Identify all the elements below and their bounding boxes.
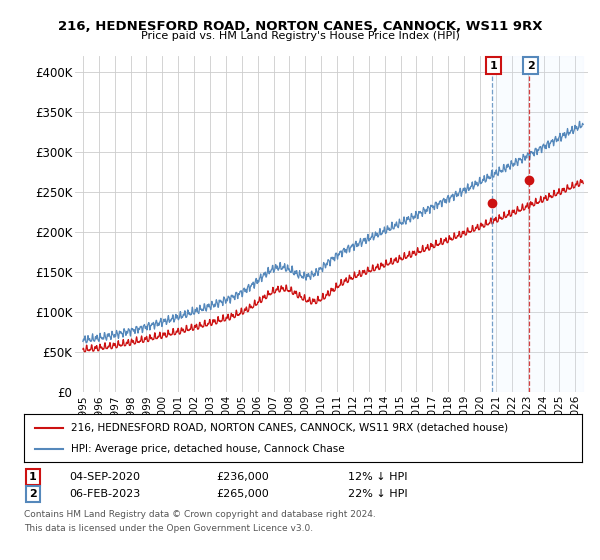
Text: Price paid vs. HM Land Registry's House Price Index (HPI): Price paid vs. HM Land Registry's House …	[140, 31, 460, 41]
Text: 2: 2	[527, 60, 535, 71]
Text: 2: 2	[29, 489, 37, 499]
Text: HPI: Average price, detached house, Cannock Chase: HPI: Average price, detached house, Cann…	[71, 444, 345, 454]
Text: 216, HEDNESFORD ROAD, NORTON CANES, CANNOCK, WS11 9RX (detached house): 216, HEDNESFORD ROAD, NORTON CANES, CANN…	[71, 423, 509, 433]
Text: Contains HM Land Registry data © Crown copyright and database right 2024.
This d: Contains HM Land Registry data © Crown c…	[24, 511, 376, 533]
Text: 216, HEDNESFORD ROAD, NORTON CANES, CANNOCK, WS11 9RX: 216, HEDNESFORD ROAD, NORTON CANES, CANN…	[58, 20, 542, 32]
Text: 1: 1	[490, 60, 497, 71]
Text: 12% ↓ HPI: 12% ↓ HPI	[348, 472, 407, 482]
Text: £236,000: £236,000	[216, 472, 269, 482]
Text: 1: 1	[29, 472, 37, 482]
Text: 04-SEP-2020: 04-SEP-2020	[69, 472, 140, 482]
Text: 06-FEB-2023: 06-FEB-2023	[69, 489, 140, 499]
Text: 22% ↓ HPI: 22% ↓ HPI	[348, 489, 407, 499]
Text: £265,000: £265,000	[216, 489, 269, 499]
Bar	[492, 56, 583, 392]
